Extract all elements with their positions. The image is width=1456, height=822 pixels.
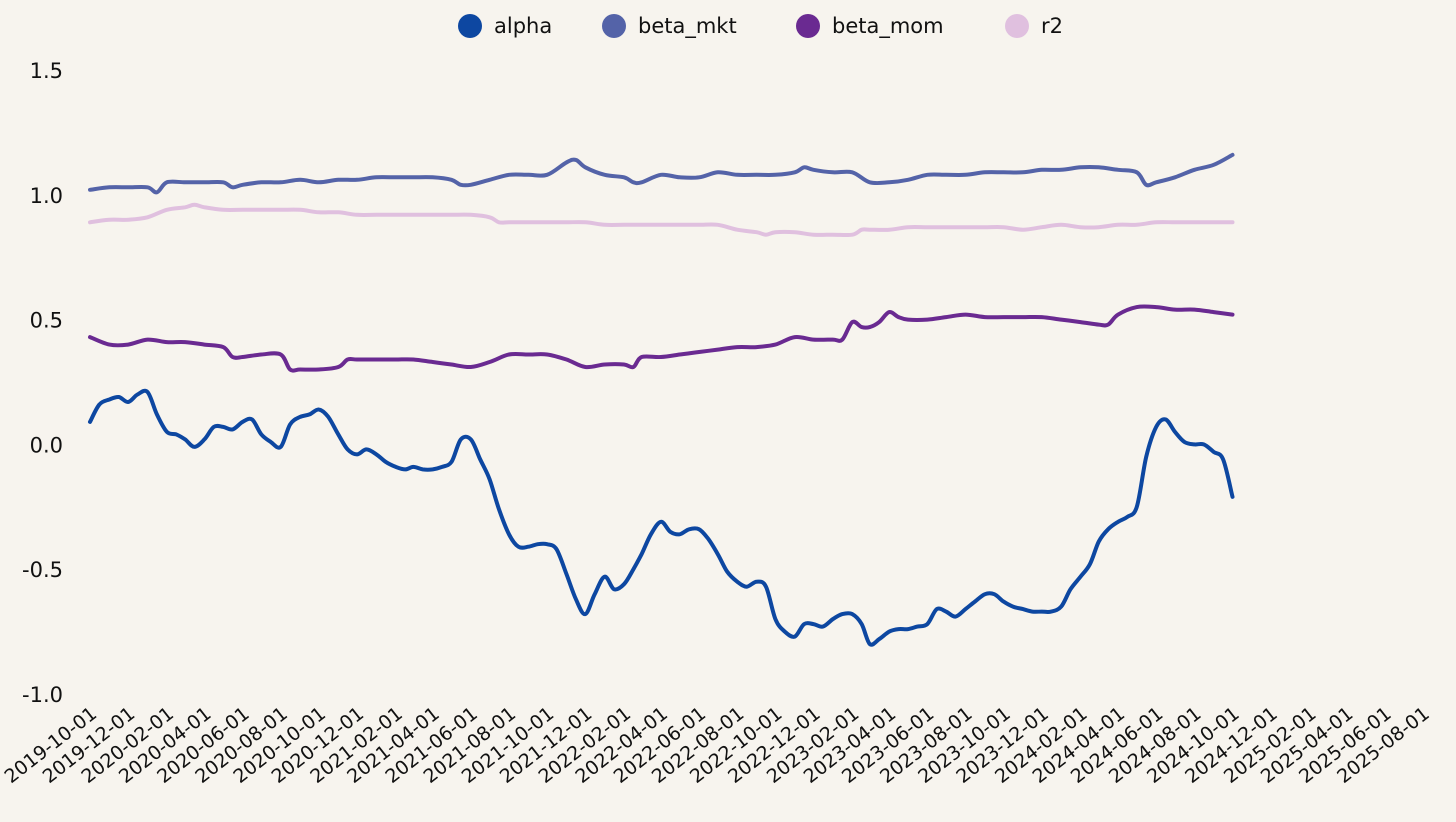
legend-label: r2 <box>1041 14 1063 38</box>
x-axis: 2019-10-012019-12-012020-02-012020-04-01… <box>1 703 1434 788</box>
y-tick-label: 1.0 <box>30 184 63 208</box>
y-axis: 1.5 1.0 0.5 0.0 -0.5 -1.0 <box>22 59 63 707</box>
legend-label: alpha <box>494 14 552 38</box>
legend-swatch <box>796 14 820 38</box>
legend-swatch <box>602 14 626 38</box>
series-layer <box>88 152 1235 647</box>
y-tick-label: 1.5 <box>30 59 63 83</box>
y-tick-label: 0.5 <box>30 309 63 333</box>
legend-item-r2[interactable]: r2 <box>1005 14 1063 38</box>
y-tick-label: -1.0 <box>22 683 63 707</box>
legend-swatch <box>1005 14 1029 38</box>
series-line-beta-mom <box>88 304 1235 373</box>
series-line-beta-mkt <box>88 152 1235 195</box>
series-line-r2 <box>88 202 1235 238</box>
y-tick-label: -0.5 <box>22 558 63 582</box>
legend-item-alpha[interactable]: alpha <box>458 14 552 38</box>
legend-item-beta-mom[interactable]: beta_mom <box>796 14 944 39</box>
legend-item-beta-mkt[interactable]: beta_mkt <box>602 14 737 39</box>
legend-swatch <box>458 14 482 38</box>
series-line-alpha <box>88 388 1235 647</box>
y-tick-label: 0.0 <box>30 433 63 457</box>
legend: alpha beta_mkt beta_mom r2 <box>458 14 1063 39</box>
legend-label: beta_mkt <box>638 14 737 39</box>
legend-label: beta_mom <box>832 14 944 39</box>
